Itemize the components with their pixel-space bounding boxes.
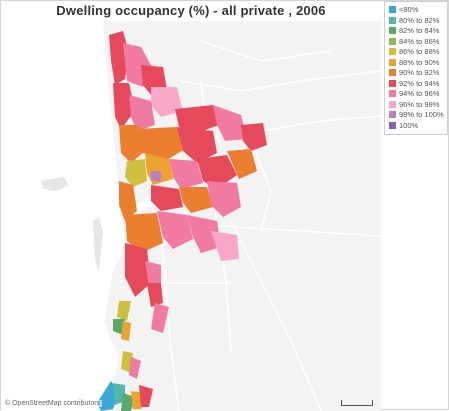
legend-swatch xyxy=(389,58,396,66)
legend-item[interactable]: <80% xyxy=(389,5,445,15)
region-cottesloe xyxy=(119,181,137,221)
region-rockingham xyxy=(147,283,163,307)
legend-swatch xyxy=(389,90,396,98)
map-canvas[interactable]: © OpenStreetMap contributors xyxy=(1,21,381,411)
region-baldivis xyxy=(151,303,169,333)
legend-swatch xyxy=(389,111,396,119)
legend-item[interactable]: 92% to 94% xyxy=(389,79,445,89)
region-orange-east xyxy=(227,149,257,179)
legend-swatch xyxy=(389,6,396,14)
legend-swatch xyxy=(389,79,396,87)
region-armadale-1 xyxy=(187,215,221,253)
choropleth-map[interactable] xyxy=(1,21,381,411)
legend-label: 98% to 100% xyxy=(399,110,444,120)
region-nw xyxy=(175,105,219,133)
legend-label: <80% xyxy=(399,5,419,15)
legend-swatch xyxy=(389,16,396,24)
legend-item[interactable]: 98% to 100% xyxy=(389,110,445,120)
region-belmont xyxy=(179,187,213,213)
region-central-red xyxy=(177,127,217,163)
region-coastal-orange xyxy=(121,321,131,341)
region-purple xyxy=(151,171,161,181)
region-kwinana xyxy=(145,261,161,287)
legend-item[interactable]: 80% to 82% xyxy=(389,16,445,26)
region-coastal-1 xyxy=(113,83,135,129)
legend-label: 86% to 88% xyxy=(399,47,440,57)
legend-item[interactable]: 84% to 86% xyxy=(389,37,445,47)
occupancy-regions[interactable] xyxy=(97,31,267,411)
region-mandurah-red xyxy=(139,385,153,407)
legend-swatch xyxy=(389,69,396,77)
legend: <80% 80% to 82% 82% to 84% 84% to 86% 86% to… xyxy=(384,1,448,135)
region-ne xyxy=(213,105,247,141)
region-central-orange xyxy=(137,127,185,161)
map-attribution[interactable]: © OpenStreetMap contributors xyxy=(3,400,103,407)
legend-swatch xyxy=(389,27,396,35)
legend-swatch xyxy=(389,48,396,56)
legend-label: 94% to 96% xyxy=(399,89,440,99)
legend-label: 80% to 82% xyxy=(399,15,440,25)
legend-label: 88% to 90% xyxy=(399,57,440,67)
scale-bar xyxy=(341,400,373,406)
legend-swatch xyxy=(389,37,396,45)
legend-label: 96% to 98% xyxy=(399,99,440,109)
region-yellow-1 xyxy=(125,159,147,187)
map-title: Dwelling occupancy (%) - all private , 2… xyxy=(56,3,326,18)
region-wanneroo xyxy=(151,87,183,117)
region-red-east xyxy=(197,155,237,189)
region-mandurah-pink xyxy=(129,357,141,379)
legend-item[interactable]: 88% to 90% xyxy=(389,58,445,68)
legend-item[interactable]: 96% to 98% xyxy=(389,100,445,110)
region-pink-2 xyxy=(169,159,203,189)
region-cockburn xyxy=(125,243,151,297)
region-coastal-yellow xyxy=(117,301,131,321)
region-south-central xyxy=(125,213,163,253)
legend-label: 82% to 84% xyxy=(399,26,440,36)
region-east-pink xyxy=(241,123,267,151)
region-south-pink xyxy=(157,211,193,249)
region-mandurah-teal xyxy=(113,383,125,405)
region-kalamunda xyxy=(207,181,241,217)
legend-item[interactable]: 90% to 92% xyxy=(389,68,445,78)
legend-label: 90% to 92% xyxy=(399,68,440,78)
legend-swatch xyxy=(389,100,396,108)
legend-item[interactable]: 86% to 88% xyxy=(389,47,445,57)
region-mandurah-green xyxy=(121,393,135,411)
region-armadale-2 xyxy=(211,231,239,261)
region-central-pink xyxy=(151,185,183,211)
legend-swatch xyxy=(389,121,396,129)
ocean xyxy=(1,21,125,411)
legend-label: 92% to 94% xyxy=(399,78,440,88)
legend-label: 84% to 86% xyxy=(399,36,440,46)
island xyxy=(93,217,103,271)
legend-label: 100% xyxy=(399,120,419,130)
legend-item[interactable]: 100% xyxy=(389,121,445,131)
legend-item[interactable]: 82% to 84% xyxy=(389,26,445,36)
region-pink-block xyxy=(129,95,155,131)
legend-item[interactable]: 94% to 96% xyxy=(389,89,445,99)
island xyxy=(41,177,69,191)
